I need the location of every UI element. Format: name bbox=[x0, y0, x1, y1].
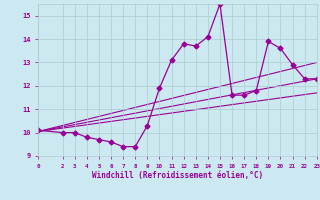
X-axis label: Windchill (Refroidissement éolien,°C): Windchill (Refroidissement éolien,°C) bbox=[92, 171, 263, 180]
